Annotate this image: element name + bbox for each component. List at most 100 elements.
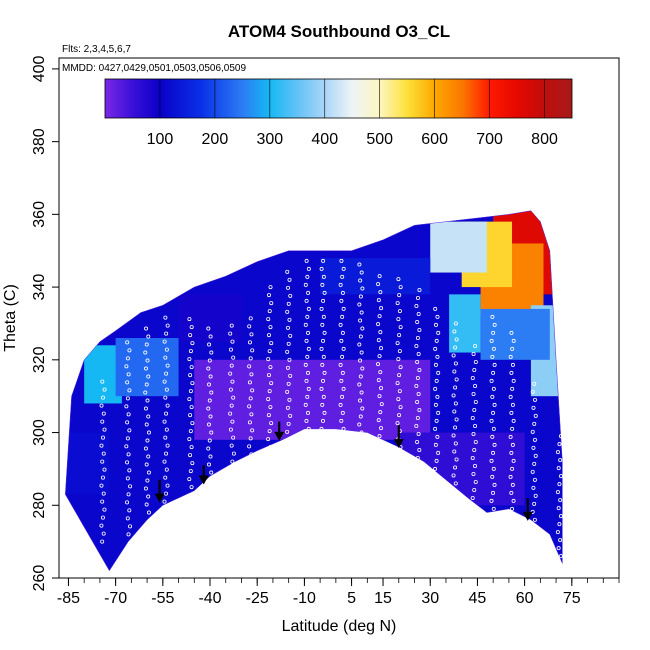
track-point bbox=[376, 282, 381, 287]
y-axis-title: Theta (C) bbox=[2, 284, 19, 352]
track-point bbox=[164, 467, 169, 472]
y-tick-label: 300 bbox=[31, 419, 48, 446]
track-point bbox=[165, 443, 170, 448]
track-point bbox=[230, 459, 235, 464]
track-point bbox=[162, 379, 167, 384]
track-point bbox=[509, 410, 514, 415]
arrow-head bbox=[522, 511, 533, 521]
track-point bbox=[470, 495, 475, 500]
track-point bbox=[163, 435, 168, 440]
track-point bbox=[208, 414, 213, 419]
track-point bbox=[434, 458, 439, 463]
track-point bbox=[228, 331, 233, 336]
track-point bbox=[558, 474, 563, 479]
x-tick-label: -85 bbox=[57, 590, 80, 607]
track-point bbox=[511, 338, 516, 343]
track-point bbox=[208, 334, 213, 339]
track-point bbox=[143, 446, 148, 451]
track-point bbox=[100, 379, 105, 384]
track-point bbox=[248, 396, 253, 401]
track-point bbox=[124, 444, 129, 449]
track-point bbox=[125, 420, 130, 425]
track-point bbox=[144, 342, 149, 347]
track-point bbox=[285, 309, 290, 314]
track-point bbox=[454, 417, 459, 422]
track-point bbox=[320, 282, 325, 287]
x-tick-label: 45 bbox=[469, 590, 487, 607]
track-point bbox=[454, 377, 459, 382]
track-point bbox=[247, 444, 252, 449]
track-point bbox=[207, 422, 212, 427]
flights-subtitle: Flts: 2,3,4,5,6,7 bbox=[62, 44, 131, 55]
track-point bbox=[378, 370, 383, 375]
track-point bbox=[492, 322, 497, 327]
track-point bbox=[287, 397, 292, 402]
track-point bbox=[209, 430, 214, 435]
track-point bbox=[126, 372, 131, 377]
y-axis: 260 280 300 320 340 360 380 400 bbox=[31, 55, 59, 591]
field-cell bbox=[194, 359, 431, 440]
track-point bbox=[266, 357, 271, 362]
colorbar-gradient bbox=[104, 78, 573, 119]
track-point bbox=[510, 466, 515, 471]
track-point bbox=[414, 423, 419, 428]
track-point bbox=[230, 379, 235, 384]
track-point bbox=[268, 285, 273, 290]
track-point bbox=[555, 530, 560, 535]
track-point bbox=[415, 319, 420, 324]
track-point bbox=[556, 546, 561, 551]
track-point bbox=[187, 437, 192, 442]
track-point bbox=[190, 461, 195, 466]
track-point bbox=[162, 419, 167, 424]
y-tick-label: 400 bbox=[31, 55, 48, 82]
track-point bbox=[451, 393, 456, 398]
track-point bbox=[248, 316, 253, 321]
track-point bbox=[376, 418, 381, 423]
track-point bbox=[100, 515, 105, 520]
track-point bbox=[434, 418, 439, 423]
track-point bbox=[555, 450, 560, 455]
track-point bbox=[285, 285, 290, 290]
track-point bbox=[305, 274, 310, 279]
track-point bbox=[492, 402, 497, 407]
track-point bbox=[102, 467, 107, 472]
track-point bbox=[305, 314, 310, 319]
track-point bbox=[491, 410, 496, 415]
track-point bbox=[509, 490, 514, 495]
track-point bbox=[266, 373, 271, 378]
track-point bbox=[125, 396, 130, 401]
track-point bbox=[101, 491, 106, 496]
track-point bbox=[304, 298, 309, 303]
track-point bbox=[511, 378, 516, 383]
track-point bbox=[125, 476, 130, 481]
track-point bbox=[473, 439, 478, 444]
arrow-head bbox=[393, 439, 404, 449]
track-point bbox=[340, 274, 345, 279]
track-point bbox=[360, 326, 365, 331]
track-point bbox=[435, 434, 440, 439]
track-point bbox=[249, 332, 254, 337]
track-point bbox=[306, 386, 311, 391]
track-point bbox=[125, 460, 130, 465]
track-point bbox=[376, 338, 381, 343]
track-point bbox=[433, 442, 438, 447]
track-point bbox=[288, 333, 293, 338]
track-point bbox=[125, 500, 130, 505]
track-point bbox=[165, 363, 170, 368]
track-point bbox=[358, 278, 363, 283]
track-point bbox=[143, 486, 148, 491]
track-point bbox=[126, 412, 131, 417]
track-point bbox=[320, 322, 325, 327]
track-point bbox=[340, 314, 345, 319]
track-point bbox=[470, 415, 475, 420]
track-point bbox=[247, 364, 252, 369]
track-point bbox=[189, 365, 194, 370]
track-point bbox=[99, 403, 104, 408]
track-point bbox=[127, 428, 132, 433]
track-point bbox=[396, 397, 401, 402]
track-point bbox=[491, 426, 496, 431]
track-point bbox=[340, 290, 345, 295]
track-point bbox=[415, 295, 420, 300]
track-point bbox=[395, 341, 400, 346]
